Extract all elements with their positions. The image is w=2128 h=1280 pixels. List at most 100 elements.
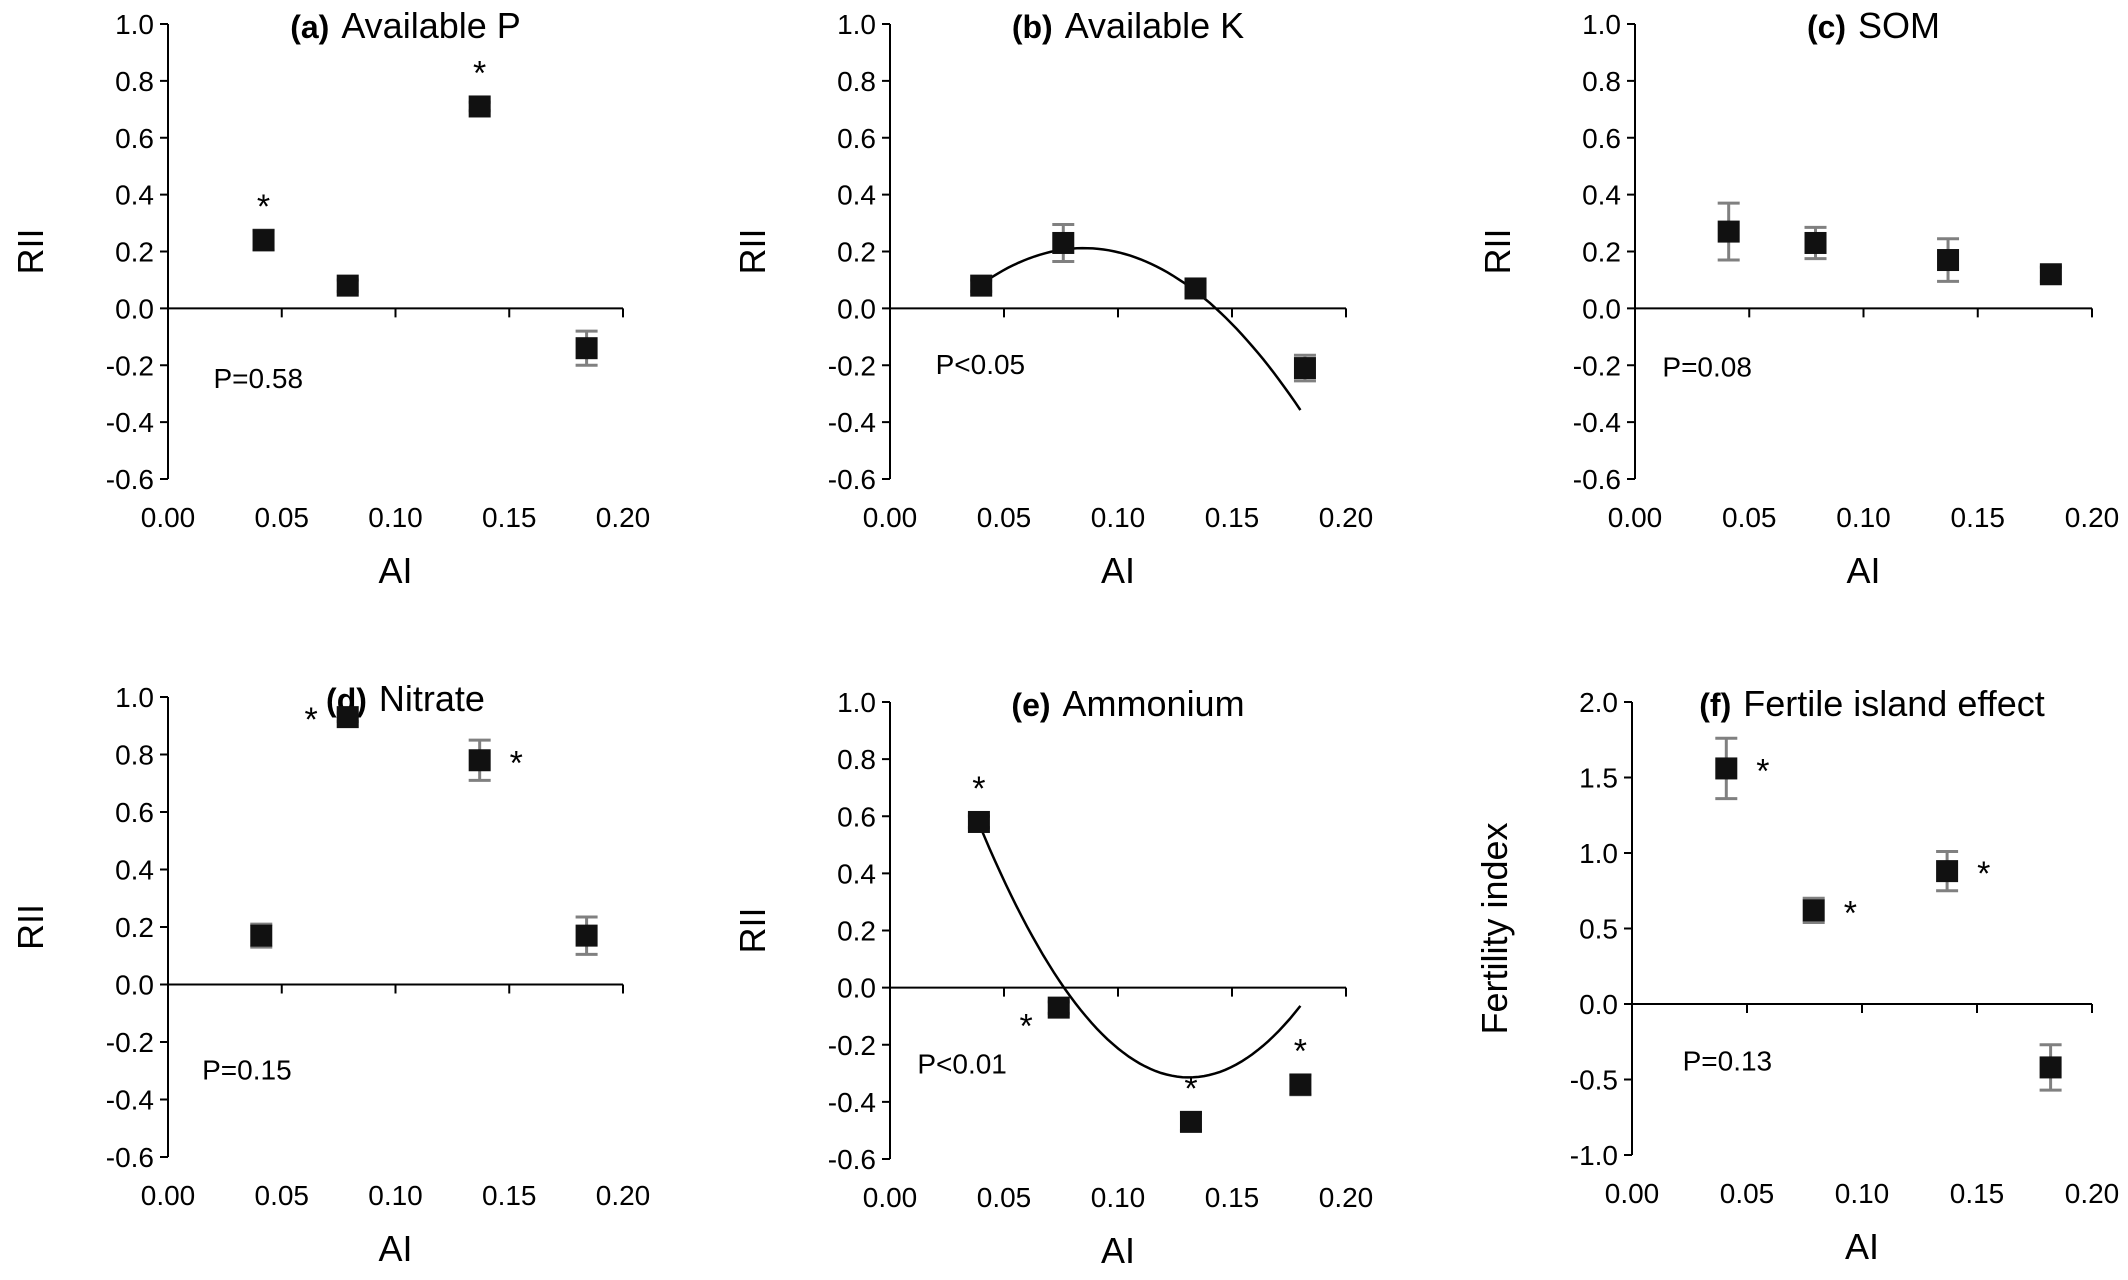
- y-tick-label: 1.0: [1582, 9, 1621, 40]
- x-tick-label: 0.20: [596, 502, 651, 533]
- x-tick-label: 0.10: [1091, 1182, 1146, 1213]
- fit-curve: [980, 246, 1302, 411]
- panel-title-text: Fertile island effect: [1743, 683, 2044, 724]
- x-tick-label: 0.10: [368, 1180, 423, 1211]
- y-tick-label: -0.6: [106, 464, 154, 495]
- x-tick-label: 0.00: [141, 502, 196, 533]
- point-marker: [336, 706, 359, 729]
- point-marker: [1289, 1073, 1312, 1096]
- x-tick-label: 0.00: [1605, 1178, 1660, 1209]
- y-tick-label: -0.2: [1573, 350, 1621, 381]
- x-tick-label: 0.00: [1608, 502, 1663, 533]
- y-tick-label: 0.8: [1582, 66, 1621, 97]
- y-tick-label: 0.6: [1582, 123, 1621, 154]
- point-marker: [967, 810, 990, 833]
- point-marker: [1804, 231, 1827, 254]
- panel-e: -0.6 -0.4 -0.2 0.0 0.2 0.4 0.6 0.8 1.0 0.00 0.05 0.…: [732, 683, 1373, 1271]
- significance-star: *: [972, 770, 985, 808]
- y-tick-label: 0.2: [115, 912, 154, 943]
- y-tick-label: 0.8: [837, 744, 876, 775]
- panel-title: (d) Nitrate: [326, 678, 485, 719]
- y-axis-label: RII: [10, 904, 51, 950]
- data-point: *: [468, 54, 491, 118]
- x-tick-label: 0.15: [1950, 1178, 2005, 1209]
- y-tick-label: 0.4: [837, 858, 876, 889]
- point-marker: [468, 749, 491, 772]
- significance-star: *: [1844, 894, 1857, 932]
- panel-title: (f) Fertile island effect: [1699, 683, 2044, 724]
- y-tick-label: -0.4: [1573, 407, 1621, 438]
- point-marker: [575, 337, 598, 360]
- point-marker: [1052, 231, 1075, 254]
- panel-f: -1.0 -0.5 0.0 0.5 1.0 1.5 2.0 0.00 0.05 0.10 0.15 0…: [1474, 683, 2119, 1267]
- panel-title: (a) Available P: [290, 5, 521, 46]
- x-axis-label: AI: [1101, 1230, 1135, 1271]
- y-tick-label: 0.4: [115, 180, 154, 211]
- y-tick-label: 0.5: [1579, 914, 1618, 945]
- data-point: *: [1936, 849, 1990, 893]
- y-axis-label: RII: [10, 228, 51, 274]
- panel-title-id: (e): [1011, 687, 1050, 723]
- panel-title-text: Nitrate: [379, 678, 485, 719]
- significance-star: *: [473, 54, 486, 92]
- x-tick-label: 0.20: [2065, 1178, 2120, 1209]
- x-tick-label: 0.05: [255, 502, 310, 533]
- y-tick-label: 0.8: [115, 740, 154, 771]
- y-tick-label: -0.2: [106, 350, 154, 381]
- data-point: *: [1802, 894, 1857, 932]
- y-tick-label: 0.2: [1582, 237, 1621, 268]
- data-point: [2039, 263, 2062, 286]
- data-point: [2039, 1043, 2062, 1092]
- y-tick-label: -0.2: [106, 1027, 154, 1058]
- y-tick-label: -0.4: [828, 407, 876, 438]
- x-tick-label: 0.10: [1091, 502, 1146, 533]
- y-tick-label: 0.6: [115, 123, 154, 154]
- y-tick-label: -0.6: [828, 1144, 876, 1175]
- point-marker: [2039, 263, 2062, 286]
- y-tick-label: 0.4: [1582, 180, 1621, 211]
- y-tick-label: -0.6: [106, 1142, 154, 1173]
- x-tick-label: 0.05: [1722, 502, 1777, 533]
- panel-title-text: SOM: [1858, 5, 1940, 46]
- y-tick-label: 0.8: [115, 66, 154, 97]
- x-tick-label: 0.00: [141, 1180, 196, 1211]
- data-point: *: [1289, 1033, 1312, 1097]
- panel-title: (b) Available K: [1012, 5, 1244, 46]
- point-marker: [1293, 357, 1316, 380]
- x-tick-label: 0.15: [1205, 502, 1260, 533]
- point-marker: [1936, 860, 1959, 883]
- significance-star: *: [304, 701, 317, 739]
- y-tick-label: 0.6: [837, 123, 876, 154]
- point-marker: [336, 274, 359, 297]
- data-point: [1717, 201, 1740, 262]
- y-tick-label: -0.4: [106, 407, 154, 438]
- p-value-label: P<0.01: [917, 1048, 1007, 1079]
- x-tick-label: 0.05: [977, 502, 1032, 533]
- y-tick-label: 0.4: [837, 180, 876, 211]
- x-tick-label: 0.05: [1720, 1178, 1775, 1209]
- data-point: [250, 922, 273, 949]
- panel-title-text: Available P: [341, 5, 520, 46]
- panel-title-text: Ammonium: [1063, 683, 1245, 724]
- y-tick-label: 0.2: [115, 237, 154, 268]
- x-tick-label: 0.05: [255, 1180, 310, 1211]
- x-axis-label: AI: [378, 1228, 412, 1269]
- panel-c: -0.6 -0.4 -0.2 0.0 0.2 0.4 0.6 0.8 1.0 0.00 0.05 0.…: [1477, 5, 2119, 591]
- panel-title-id: (c): [1807, 9, 1846, 45]
- y-tick-label: 2.0: [1579, 687, 1618, 718]
- significance-star: *: [1977, 855, 1990, 893]
- data-point: [970, 274, 993, 297]
- y-tick-label: -0.4: [828, 1087, 876, 1118]
- y-tick-label: -0.2: [828, 350, 876, 381]
- significance-star: *: [257, 188, 270, 226]
- y-axis-label: Fertility index: [1474, 822, 1515, 1034]
- data-point: *: [468, 738, 523, 782]
- point-marker: [1715, 757, 1738, 780]
- x-tick-label: 0.15: [1205, 1182, 1260, 1213]
- y-tick-label: -0.6: [1573, 464, 1621, 495]
- point-marker: [1802, 899, 1825, 922]
- y-tick-label: 1.0: [115, 9, 154, 40]
- y-tick-label: 0.2: [837, 916, 876, 947]
- y-tick-label: 0.0: [115, 293, 154, 324]
